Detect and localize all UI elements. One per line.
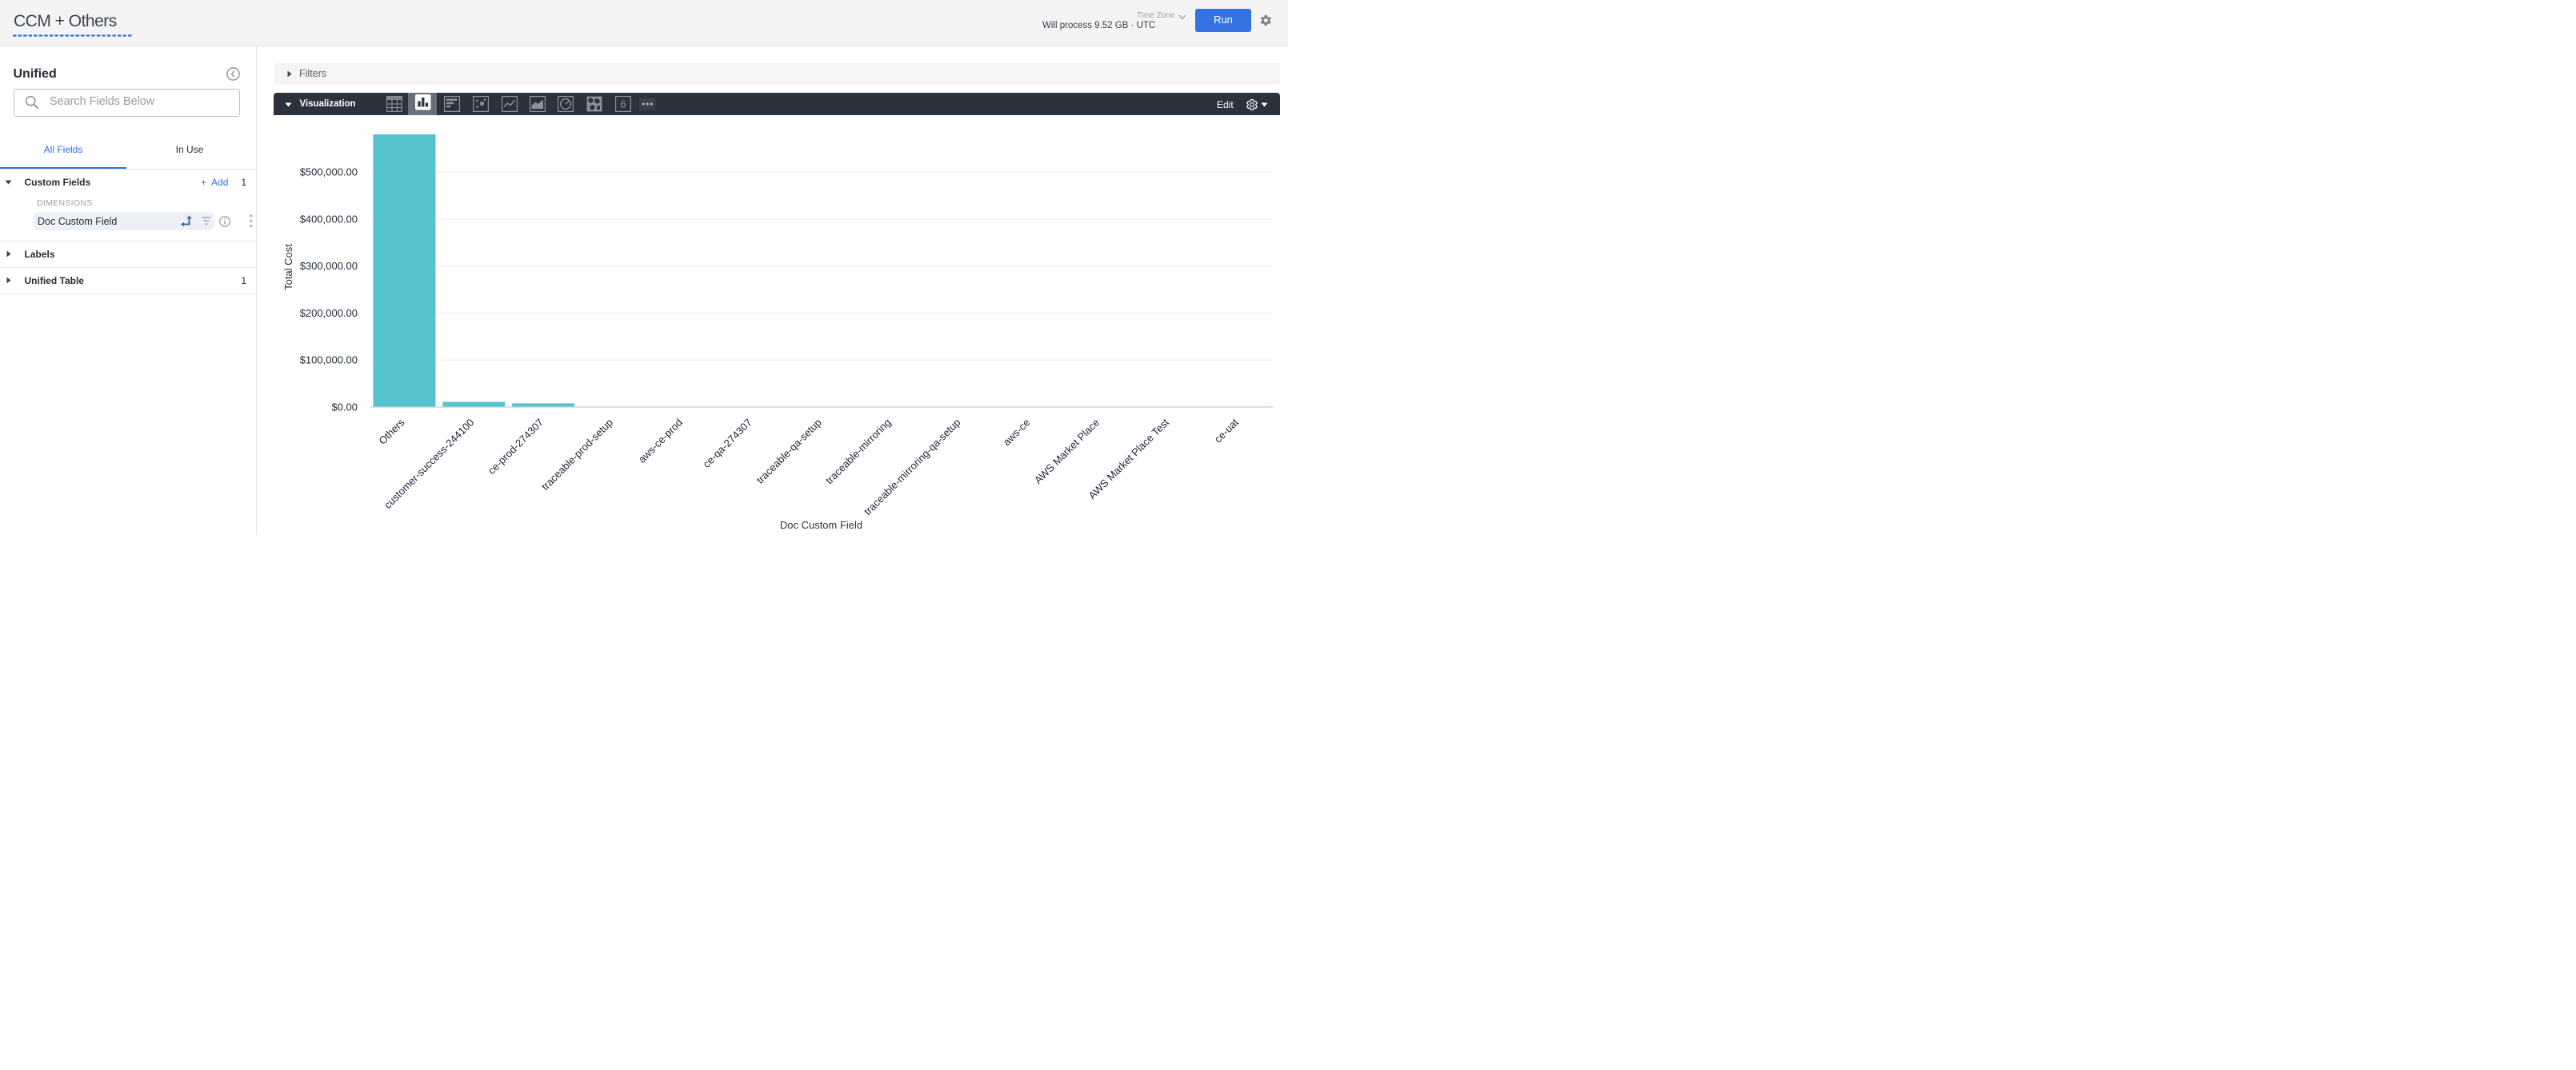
svg-text:$400,000.00: $400,000.00 — [300, 213, 358, 225]
svg-text:traceable-prod-setup: traceable-prod-setup — [539, 417, 615, 493]
svg-text:AWS Market Place: AWS Market Place — [1032, 417, 1102, 486]
svg-text:Others: Others — [376, 416, 407, 447]
svg-text:6: 6 — [620, 98, 626, 110]
svg-text:$500,000.00: $500,000.00 — [300, 166, 358, 178]
svg-text:ce-qa-274307: ce-qa-274307 — [701, 417, 754, 470]
svg-text:aws-ce-prod: aws-ce-prod — [636, 417, 685, 465]
svg-text:$200,000.00: $200,000.00 — [300, 307, 358, 319]
svg-text:traceable-mirroring: traceable-mirroring — [823, 417, 894, 487]
svg-text:$300,000.00: $300,000.00 — [300, 260, 358, 272]
svg-text:ce-prod-274307: ce-prod-274307 — [486, 417, 546, 477]
svg-text:traceable-qa-setup: traceable-qa-setup — [754, 417, 824, 486]
svg-text:AWS Market Place Test: AWS Market Place Test — [1086, 416, 1171, 501]
svg-text:ce-uat: ce-uat — [1212, 416, 1241, 445]
svg-text:Doc Custom Field: Doc Custom Field — [780, 519, 862, 531]
svg-text:Total Cost: Total Cost — [282, 244, 294, 290]
svg-text:$0.00: $0.00 — [331, 401, 358, 413]
svg-text:$100,000.00: $100,000.00 — [300, 354, 358, 366]
svg-text:aws-ce: aws-ce — [1001, 417, 1033, 449]
